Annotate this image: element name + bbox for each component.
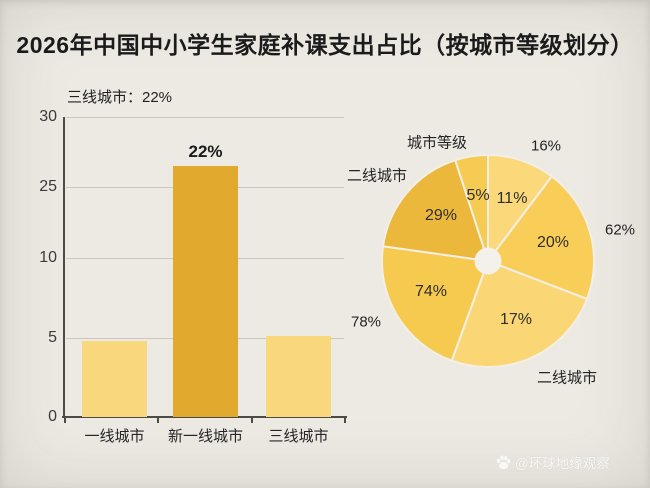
bar-chart: 0 5 10 25 30 一线城市 新一线城市 22% 三线城市 [39, 108, 347, 445]
y-axis-tick-label: 10 [39, 249, 57, 266]
baidu-paw-icon [496, 455, 511, 469]
pie-chart [381, 154, 595, 368]
x-category-label: 新一线城市 [167, 428, 243, 445]
y-axis-tick-label: 5 [48, 329, 57, 346]
pie-slice-label-20%: 20% [536, 234, 570, 251]
pie-slice-74% [381, 245, 489, 362]
y-axis-tick-label: 25 [39, 178, 57, 195]
pie-slice-label-17%: 17% [499, 311, 533, 328]
bar-一线城市 [82, 341, 147, 417]
pie-outer-label-4: 二线城市 [346, 167, 408, 185]
gridline [66, 117, 344, 118]
x-axis-tick [64, 418, 66, 423]
pie-outer-label-0: 城市等级 [406, 134, 468, 152]
y-axis-tick-label: 30 [39, 108, 57, 125]
pie-slice-label-74%: 74% [414, 283, 448, 300]
pie-outer-label-1: 16% [530, 137, 562, 155]
bar-value-label: 22% [188, 142, 223, 161]
page-title: 2026年中国中小学生家庭补课支出占比（按城市等级划分） [16, 32, 634, 58]
pie-slice-20% [487, 175, 595, 300]
pie-slice-label-11%: 11% [496, 190, 528, 207]
pie-outer-label-5: 二线城市 [536, 369, 598, 387]
pie-outer-label-2: 62% [604, 221, 636, 239]
x-axis-tick [251, 418, 253, 423]
bar-新一线城市 [173, 166, 238, 417]
bar-三线城市 [266, 336, 331, 417]
bar-chart-annotation: 三线城市：22% [67, 89, 173, 106]
pie-slice-17% [450, 260, 588, 368]
pie-center-hole [474, 247, 502, 275]
x-axis-tick [157, 418, 159, 423]
pie-slice-label-29%: 29% [424, 207, 458, 224]
pie-outer-label-3: 78% [350, 313, 382, 331]
y-axis-tick-label: 0 [48, 408, 57, 425]
x-axis-line [62, 416, 347, 418]
pie-slice-29% [382, 159, 489, 262]
pie-slice-5% [454, 154, 489, 262]
watermark-text: @环球地缘观察 [515, 456, 610, 471]
y-axis-line [63, 117, 65, 418]
x-category-label: 一线城市 [84, 428, 145, 445]
x-category-label: 三线城市 [268, 428, 329, 445]
watermark: @环球地缘观察 [495, 452, 610, 472]
pie-slice-label-5%: 5% [466, 187, 490, 204]
x-axis-tick [344, 418, 346, 423]
